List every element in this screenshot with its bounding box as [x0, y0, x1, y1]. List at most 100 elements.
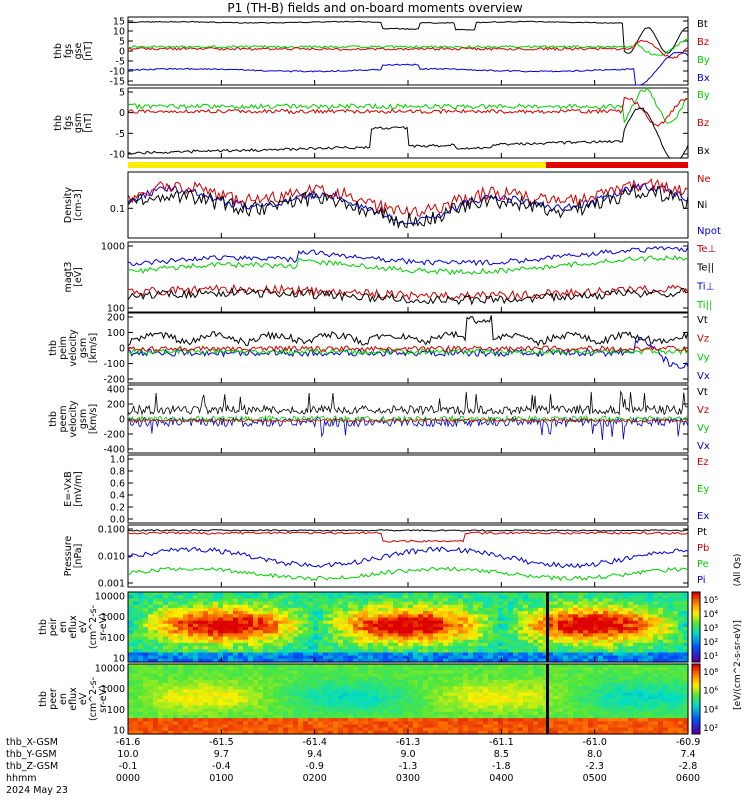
spectrogram-cell [288, 623, 294, 628]
spectrogram-cell [368, 639, 374, 644]
spectrogram-cell [128, 686, 134, 691]
spectrogram-cell [218, 592, 224, 596]
spectrogram-cell [293, 695, 299, 700]
spectrogram-cell [433, 724, 439, 729]
spectrogram-cell [588, 676, 594, 681]
spectrogram-cell [638, 711, 644, 716]
spectrogram-cell [503, 658, 509, 663]
spectrogram-cell [463, 718, 469, 722]
spectrogram-cell [443, 614, 449, 619]
spectrogram-cell [428, 730, 434, 735]
spectrogram-cell [658, 614, 664, 619]
spectrogram-cell [643, 714, 649, 719]
spectrogram-cell [633, 604, 639, 609]
spectrogram-cell [243, 614, 249, 619]
spectrogram-cell [458, 686, 464, 691]
spectrogram-cell [313, 689, 319, 694]
spectrogram-cell [478, 689, 484, 694]
spectrogram-cell [493, 683, 499, 687]
spectrogram-cell [498, 711, 504, 716]
spectrogram-cell [528, 676, 534, 681]
spectrogram-cell [488, 646, 494, 650]
spectrogram-cell [498, 683, 504, 687]
spectrogram-cell [658, 627, 664, 631]
spectrogram-cell [588, 652, 594, 657]
spectrogram-cell [143, 683, 149, 687]
spectrogram-cell [233, 598, 239, 603]
spectrogram-cell [323, 611, 329, 615]
spectrogram-cell [413, 652, 419, 657]
spectrogram-cell [483, 679, 489, 684]
spectrogram-cell [333, 667, 339, 671]
spectrogram-cell [283, 601, 289, 606]
spectrogram-cell [188, 689, 194, 694]
spectrogram-cell [618, 620, 624, 625]
spectrogram-cell [583, 718, 589, 722]
spectrogram-cell [333, 670, 339, 675]
spectrogram-cell [443, 658, 449, 663]
spectrogram-cell [188, 623, 194, 628]
spectrogram-cell [368, 692, 374, 697]
legend-Pe: Pe [697, 559, 709, 570]
spectrogram-cell [308, 718, 314, 722]
y-tick-label: 1000 [101, 242, 125, 253]
spectrogram-cell [648, 630, 654, 634]
series-vy [127, 347, 689, 356]
spectrogram-cell [343, 724, 349, 729]
spectrogram-cell [483, 676, 489, 681]
spectrogram-cell [283, 705, 289, 710]
spectrogram-cell [393, 611, 399, 615]
spectrogram-cell [508, 658, 514, 663]
spectrogram-cell [573, 623, 579, 628]
spectrogram-cell [188, 683, 194, 687]
spectrogram-cell [213, 670, 219, 675]
spectrogram-cell [613, 601, 619, 606]
spectrogram-cell [423, 718, 429, 722]
spectrogram-cell [218, 667, 224, 671]
spectrogram-cell [538, 652, 544, 657]
spectrogram-cell [483, 620, 489, 625]
spectrogram-cell [588, 646, 594, 650]
spectrogram-cell [528, 664, 534, 668]
spectrogram-cell [578, 683, 584, 687]
spectrogram-cell [468, 627, 474, 631]
spectrogram-cell [633, 630, 639, 634]
spectrogram-cell [463, 617, 469, 622]
spectrogram-cell [278, 595, 284, 599]
spectrogram-cell [648, 601, 654, 606]
spectrogram-cell [458, 604, 464, 609]
spectrogram-cell [373, 623, 379, 628]
spectrogram-cell [433, 730, 439, 735]
spectrogram-cell [388, 630, 394, 634]
spectrogram-cell [168, 664, 174, 668]
spectrogram-cell [403, 601, 409, 606]
spectrogram-cell [388, 667, 394, 671]
spectrogram-cell [448, 679, 454, 684]
spectrogram-cell [378, 639, 384, 644]
spectrogram-cell [208, 689, 214, 694]
spectrogram-cell [403, 646, 409, 650]
spectrogram-cell [303, 658, 309, 663]
spectrogram-cell [603, 607, 609, 612]
spectrogram-cell [178, 595, 184, 599]
spectrogram-cell [398, 623, 404, 628]
spectrogram-cell [158, 652, 164, 657]
spectrogram-cell [443, 595, 449, 599]
spectrogram-cell [513, 718, 519, 722]
spectrogram-cell [613, 705, 619, 710]
spectrogram-cell [393, 633, 399, 638]
spectrogram-cell [238, 617, 244, 622]
spectrogram-cell [413, 636, 419, 641]
spectrogram-cell [298, 724, 304, 729]
y-tick-label: 1.0 [110, 455, 125, 466]
spectrogram-cell [348, 718, 354, 722]
spectrogram-cell [493, 692, 499, 697]
spectrogram-cell [188, 692, 194, 697]
spectrogram-cell [323, 646, 329, 650]
spectrogram-cell [368, 620, 374, 625]
spectrogram-cell [378, 695, 384, 700]
spectrogram-cell [248, 655, 254, 660]
spectrogram-cell [338, 639, 344, 644]
spectrogram-cell [173, 699, 179, 703]
spectrogram-cell [228, 711, 234, 716]
